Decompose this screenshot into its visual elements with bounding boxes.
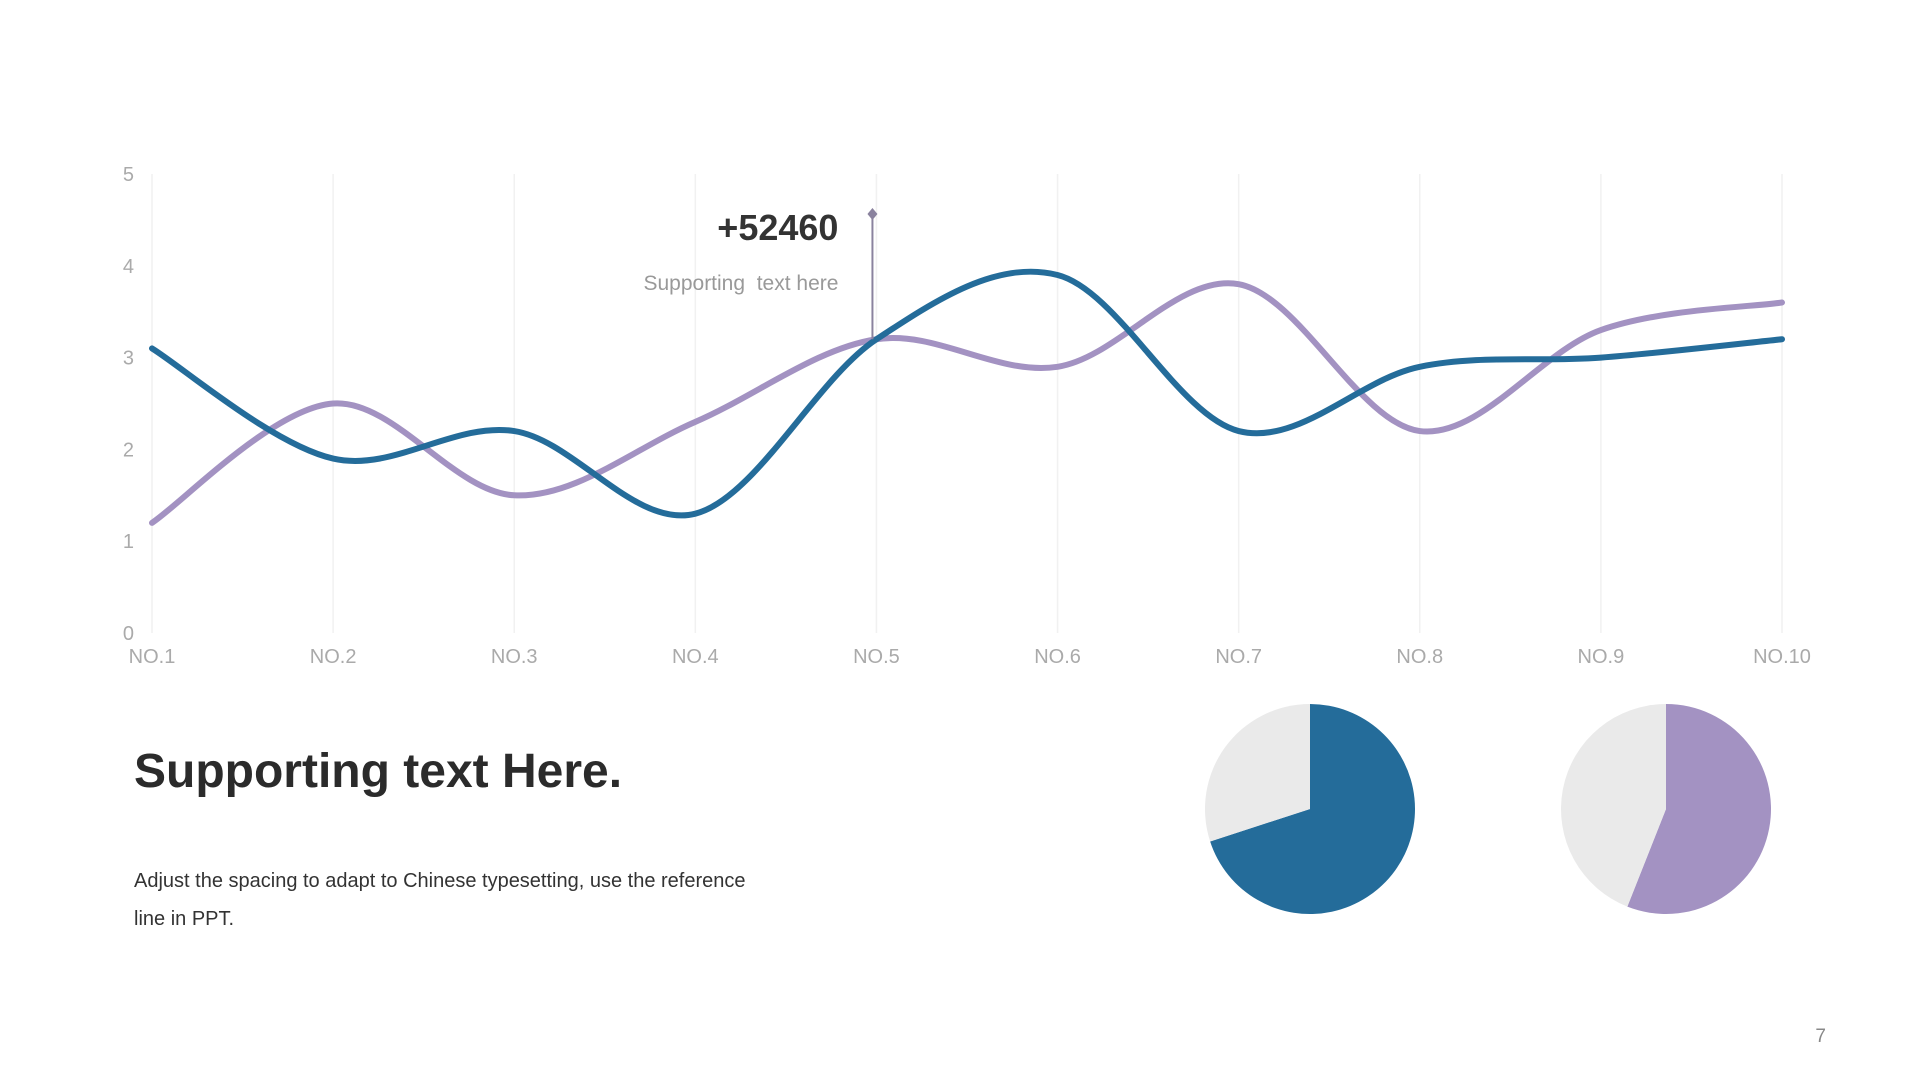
axis-labels: NO.1 NO.2 NO.3 NO.4 NO.5 NO.6 NO.7 NO.8 NO.9 NO.1… — [123, 164, 1811, 668]
pie-slice — [1561, 704, 1666, 907]
x-tick-label: NO.6 — [1034, 646, 1081, 668]
annotation-callout: +52460 Supporting text here — [643, 207, 878, 340]
pie-slice — [1210, 704, 1415, 914]
x-tick-label: NO.7 — [1215, 646, 1262, 668]
pie-slice — [1205, 704, 1310, 842]
callout-diamond-marker — [867, 208, 878, 220]
page-number: 7 — [1815, 1026, 1826, 1047]
headline: Supporting text Here. — [134, 745, 623, 798]
series-lines — [149, 268, 1785, 526]
callout-value: +52460 — [717, 207, 838, 248]
x-tick-label: NO.1 — [129, 646, 176, 668]
x-tick-label: NO.10 — [1753, 646, 1811, 668]
x-tick-label: NO.8 — [1396, 646, 1443, 668]
y-tick-label: 4 — [123, 256, 134, 278]
pie-slice — [1627, 704, 1771, 914]
callout-caption: Supporting text here — [643, 272, 838, 295]
x-tick-label: NO.4 — [672, 646, 719, 668]
y-tick-label: 2 — [123, 439, 134, 461]
line-chart: NO.1 NO.2 NO.3 NO.4 NO.5 NO.6 NO.7 NO.8 NO.9 NO.1… — [123, 164, 1811, 668]
y-tick-label: 0 — [123, 623, 134, 645]
pie-chart-blue — [1205, 704, 1415, 914]
grid-lines — [151, 174, 1783, 633]
y-tick-label: 1 — [123, 531, 134, 553]
body-text: Adjust the spacing to adapt to Chinese t… — [134, 870, 746, 930]
x-tick-label: NO.5 — [853, 646, 900, 668]
series-line — [149, 280, 1785, 526]
series-line — [149, 268, 1785, 519]
x-tick-label: NO.3 — [491, 646, 538, 668]
x-tick-label: NO.9 — [1578, 646, 1625, 668]
y-tick-label: 5 — [123, 164, 134, 186]
pie-chart-purple — [1561, 704, 1771, 914]
x-tick-label: NO.2 — [310, 646, 357, 668]
y-tick-label: 3 — [123, 348, 134, 370]
